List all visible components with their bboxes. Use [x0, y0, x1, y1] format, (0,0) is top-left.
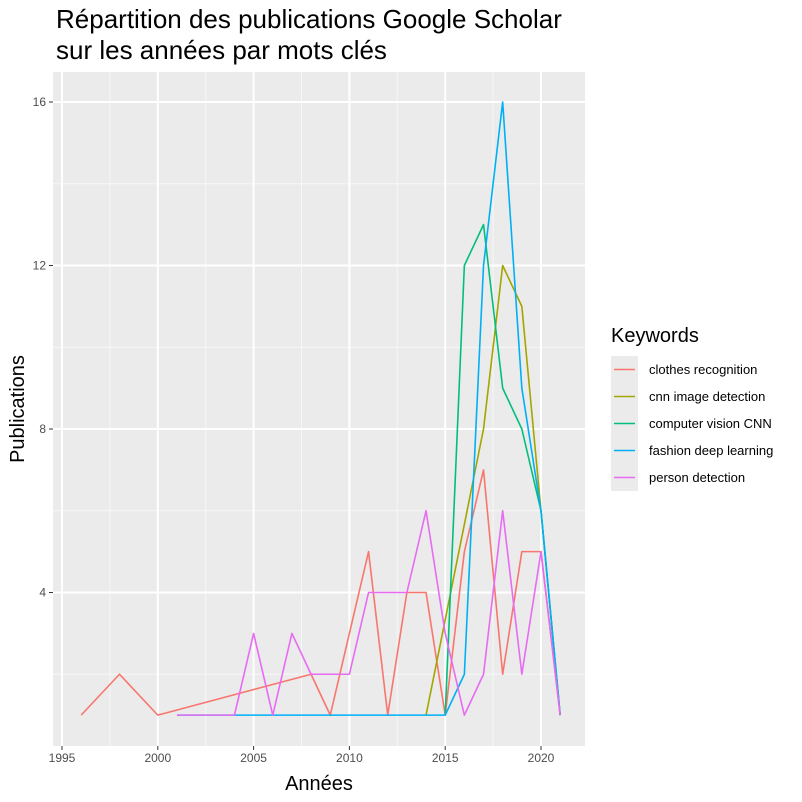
legend-label: computer vision CNN — [649, 416, 772, 431]
y-axis: 4 8 12 16 — [33, 95, 53, 600]
x-tick-label: 2005 — [240, 751, 267, 765]
x-tick-label: 2010 — [336, 751, 363, 765]
chart-title: Répartition des publications Google Scho… — [56, 4, 562, 66]
legend-items: clothes recognition cnn image detection co… — [611, 356, 773, 491]
y-tick-label: 12 — [33, 259, 47, 273]
x-tick-label: 2020 — [528, 751, 555, 765]
x-axis-title: Années — [285, 773, 353, 795]
series-line-fashion-deep-learning — [176, 101, 561, 716]
major-gridlines — [53, 72, 585, 746]
x-tick-label: 1995 — [49, 751, 76, 765]
y-axis-title: Publications — [7, 355, 29, 463]
chart-title-line-1: Répartition des publications Google Scho… — [56, 4, 562, 34]
plot-panel — [53, 72, 585, 746]
legend-label: person detection — [649, 470, 745, 485]
legend: Keywords clothes recognition cnn image de… — [611, 325, 773, 491]
legend-title: Keywords — [611, 325, 699, 347]
x-tick-label: 2000 — [144, 751, 171, 765]
y-tick-label: 4 — [39, 586, 46, 600]
legend-label: clothes recognition — [649, 362, 757, 377]
y-tick-label: 8 — [39, 422, 46, 436]
legend-label: fashion deep learning — [649, 443, 773, 458]
legend-label: cnn image detection — [649, 389, 765, 404]
series-lines — [80, 101, 561, 716]
y-tick-label: 16 — [33, 95, 47, 109]
series-line-person-detection — [176, 509, 561, 716]
x-axis: 1995 2000 2005 2010 2015 2020 — [49, 746, 555, 765]
x-tick-label: 2015 — [432, 751, 459, 765]
chart-title-line-2: sur les années par mots clés — [56, 35, 387, 65]
series-line-clothes-recognition — [80, 469, 561, 716]
